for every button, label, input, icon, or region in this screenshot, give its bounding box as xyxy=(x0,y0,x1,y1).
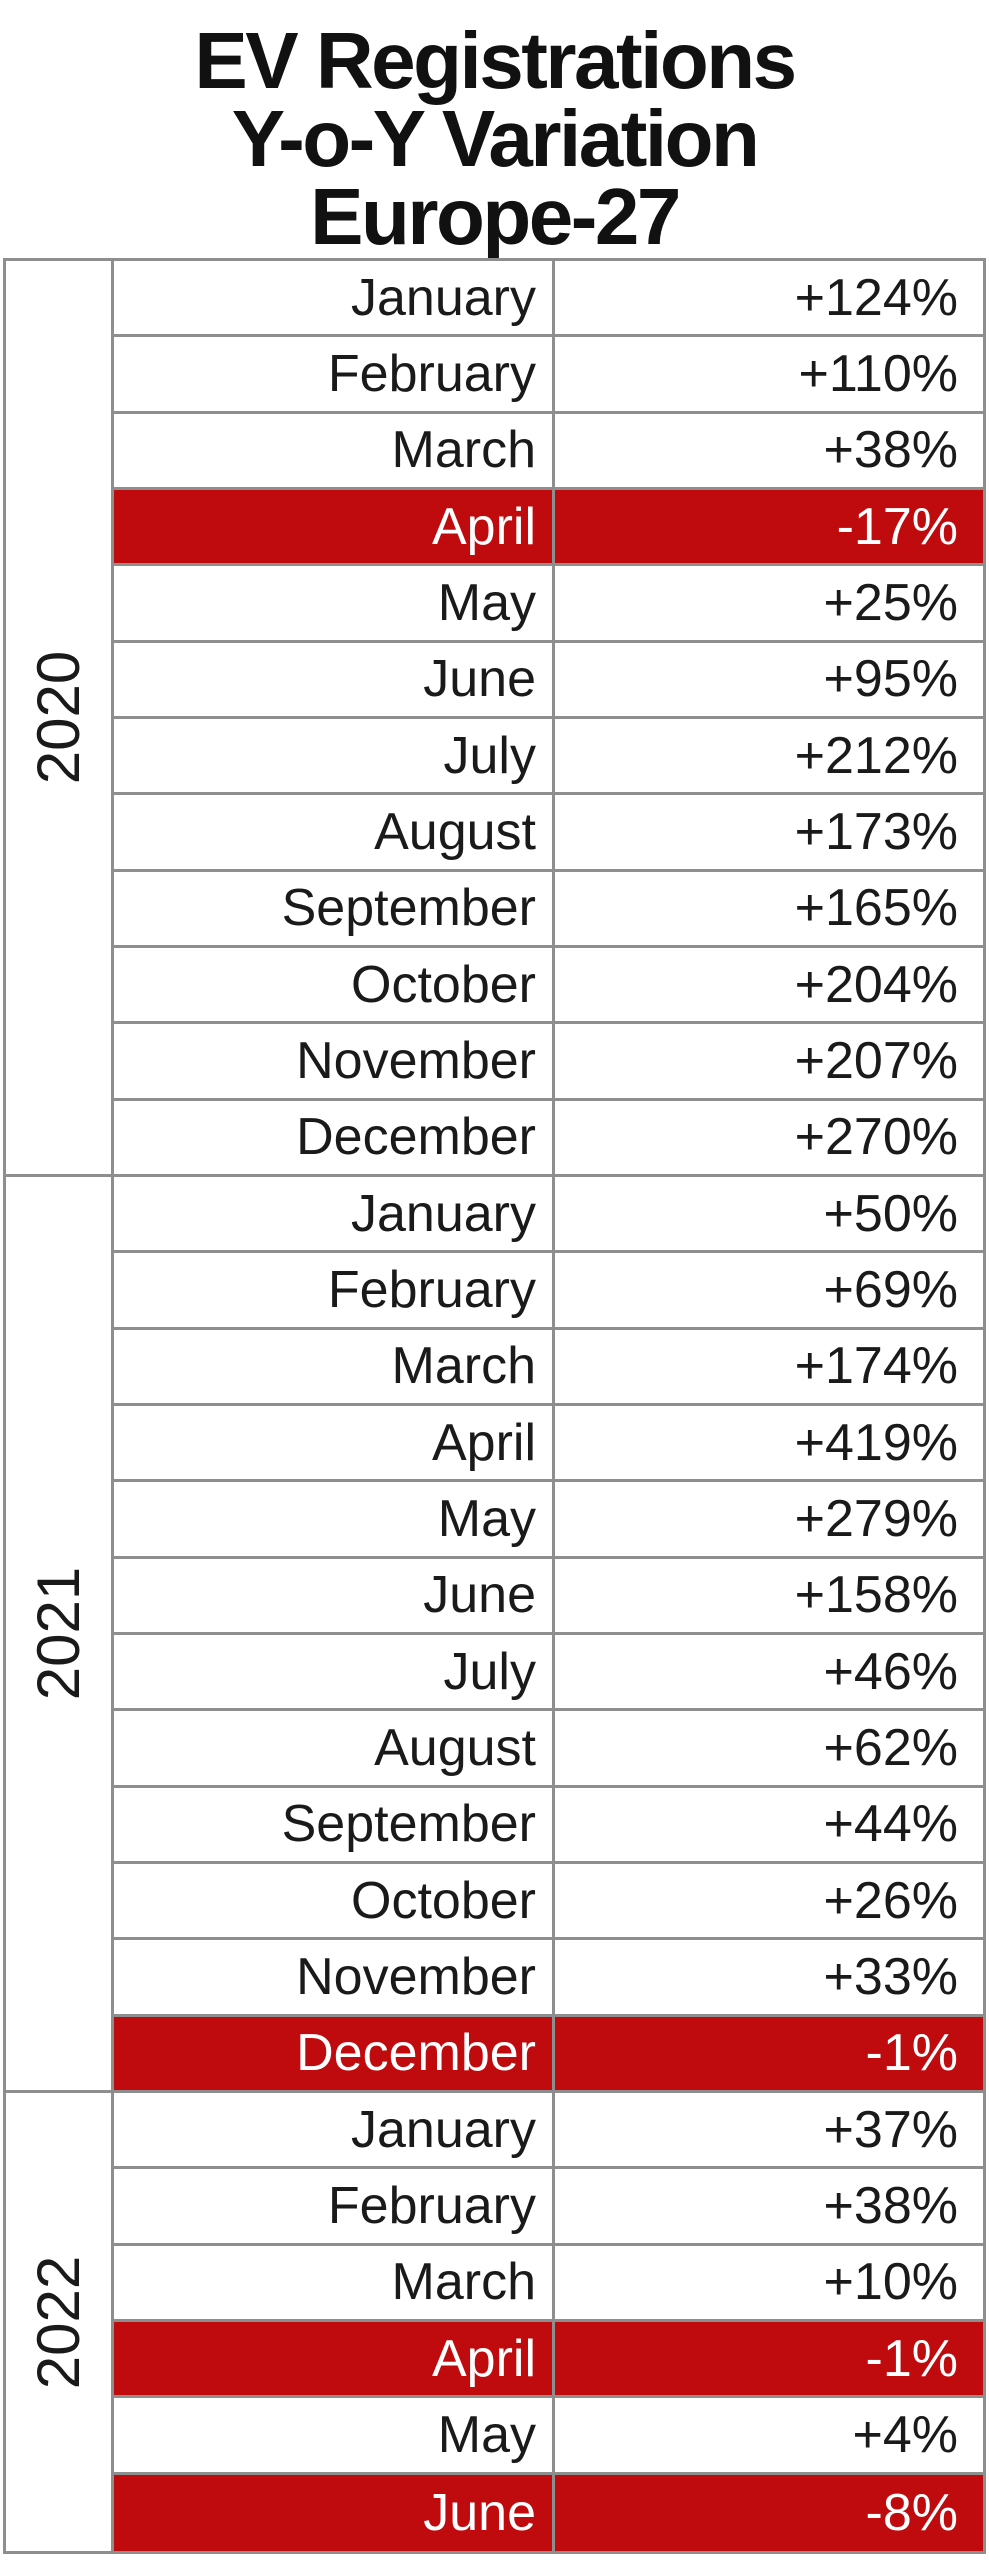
value-cell: -1% xyxy=(555,2016,983,2093)
month-cell: November xyxy=(114,1940,555,2017)
value-cell: -1% xyxy=(555,2322,983,2399)
month-cell: February xyxy=(114,337,555,414)
month-cell: July xyxy=(114,1635,555,1712)
month-cell: December xyxy=(114,1100,555,1177)
month-cell: July xyxy=(114,719,555,796)
month-cell: August xyxy=(114,795,555,872)
title-line-2: Y-o-Y Variation xyxy=(231,94,760,183)
month-cell: February xyxy=(114,2169,555,2246)
ev-registrations-table: 2020 January +124% February +110% March +38% Ap… xyxy=(3,258,986,2554)
year-label: 2021 xyxy=(25,1566,93,1701)
year-cell: 2021 xyxy=(6,1177,114,2093)
value-cell: +174% xyxy=(555,1330,983,1406)
value-cell: +173% xyxy=(555,795,983,872)
value-cell: +33% xyxy=(555,1940,983,2017)
title-line-1: EV Registrations xyxy=(194,16,797,105)
month-cell: May xyxy=(114,566,555,643)
page-title: EV Registrations Y-o-Y Variation Europe-… xyxy=(0,16,989,261)
value-cell: +38% xyxy=(555,414,983,490)
month-cell: April xyxy=(114,2322,555,2399)
title-line-3: Europe-27 xyxy=(310,172,681,261)
value-cell: +50% xyxy=(555,1177,983,1254)
year-label: 2020 xyxy=(25,650,93,785)
month-cell: February xyxy=(114,1253,555,1330)
month-cell: October xyxy=(114,1864,555,1941)
value-cell: +419% xyxy=(555,1406,983,1483)
month-cell: October xyxy=(114,948,555,1025)
value-cell: -8% xyxy=(555,2474,983,2551)
month-cell: June xyxy=(114,1558,555,1635)
month-cell: December xyxy=(114,2016,555,2093)
value-cell: +46% xyxy=(555,1635,983,1712)
value-cell: +25% xyxy=(555,566,983,643)
month-cell: January xyxy=(114,1177,555,1254)
value-cell: +4% xyxy=(555,2398,983,2475)
value-cell: +10% xyxy=(555,2246,983,2322)
value-cell: +110% xyxy=(555,337,983,414)
month-cell: September xyxy=(114,871,555,948)
year-cell: 2020 xyxy=(6,261,114,1177)
value-cell: +37% xyxy=(555,2093,983,2170)
month-cell: September xyxy=(114,1787,555,1864)
month-cell: May xyxy=(114,2398,555,2475)
value-cell: -17% xyxy=(555,490,983,567)
value-cell: +38% xyxy=(555,2169,983,2246)
month-cell: April xyxy=(114,490,555,567)
value-cell: +62% xyxy=(555,1711,983,1788)
value-cell: +158% xyxy=(555,1559,983,1635)
month-cell: November xyxy=(114,1024,555,1101)
month-cell: March xyxy=(114,413,555,490)
value-cell: +279% xyxy=(555,1482,983,1559)
month-cell: June xyxy=(114,642,555,719)
value-cell: +165% xyxy=(555,872,983,948)
value-cell: +204% xyxy=(555,948,983,1025)
year-label: 2022 xyxy=(25,2255,93,2389)
value-cell: +69% xyxy=(555,1253,983,1330)
month-cell: January xyxy=(114,261,555,338)
month-cell: March xyxy=(114,1329,555,1406)
value-cell: +44% xyxy=(555,1788,983,1864)
value-cell: +26% xyxy=(555,1864,983,1941)
month-cell: January xyxy=(114,2093,555,2170)
year-cell: 2022 xyxy=(6,2093,114,2551)
value-cell: +207% xyxy=(555,1024,983,1101)
value-cell: +270% xyxy=(555,1101,983,1177)
month-cell: June xyxy=(114,2474,555,2551)
month-cell: May xyxy=(114,1482,555,1559)
month-cell: March xyxy=(114,2245,555,2322)
value-cell: +212% xyxy=(555,719,983,796)
value-cell: +124% xyxy=(555,261,983,338)
month-cell: April xyxy=(114,1406,555,1483)
month-cell: August xyxy=(114,1711,555,1788)
value-cell: +95% xyxy=(555,643,983,719)
